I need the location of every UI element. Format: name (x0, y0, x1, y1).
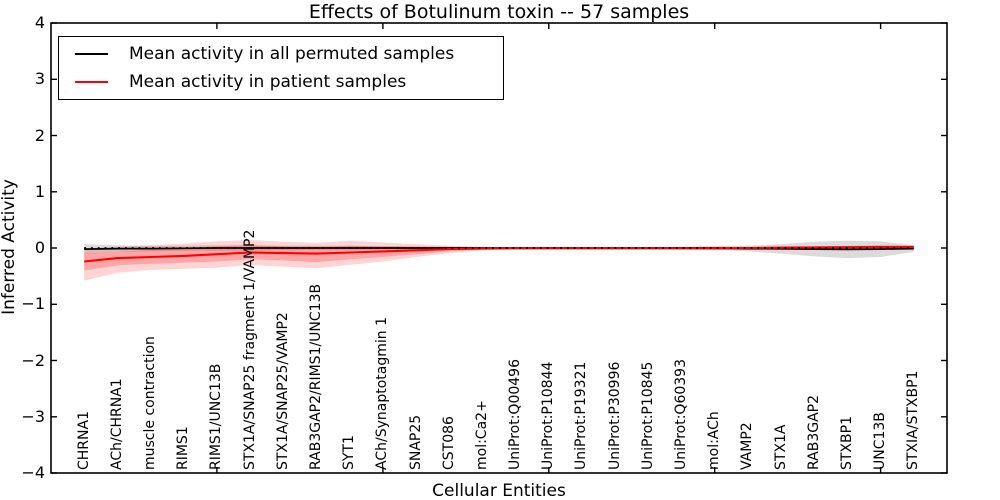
y-tick-label: 1 (34, 181, 45, 201)
y-tick-label: −3 (21, 406, 45, 426)
y-tick-label: 4 (34, 13, 45, 32)
y-tick-label: 2 (34, 125, 45, 145)
y-tick-label: −1 (21, 294, 45, 314)
x-tick-label: UniProt:P10845 (639, 361, 656, 470)
y-tick-label: −2 (21, 350, 45, 370)
x-tick-label: CST086 (440, 416, 457, 470)
legend-label-patient: Mean activity in patient samples (129, 71, 407, 92)
x-tick-label: STX1A/SNAP25 fragment 1/VAMP2 (241, 229, 258, 470)
x-axis-label: Cellular Entities (432, 481, 566, 500)
x-tick-label: UniProt:Q00496 (507, 359, 524, 470)
x-tick-label: UniProt:P10844 (540, 361, 557, 470)
x-tick-label: RAB3GAP2/RIMS1/UNC13B (307, 283, 324, 470)
x-tick-label: STXBP1 (838, 416, 855, 470)
x-tick-label: STXIA/STXBP1 (905, 370, 922, 470)
x-tick-label: VAMP2 (739, 422, 756, 470)
x-tick-label: RIMS1/UNC13B (208, 363, 225, 470)
x-tick-label: UniProt:Q60393 (673, 359, 690, 470)
x-tick-label: SNAP25 (407, 414, 424, 470)
x-tick-label: UniProt:P19321 (573, 361, 590, 470)
x-tick-label: mol:Ca2+ (473, 400, 490, 470)
x-tick-label: STX1A/SNAP25/VAMP2 (274, 312, 291, 470)
x-tick-label: mol:ACh (706, 411, 723, 470)
x-tick-label: UNC13B (872, 412, 889, 470)
legend: Mean activity in all permuted samples Me… (58, 36, 504, 100)
x-tick-label: RIMS1 (175, 426, 192, 470)
x-tick-label: ACh/Synaptotagmin 1 (374, 317, 391, 470)
x-tick-label: SYT1 (341, 435, 358, 470)
legend-line-patient-icon (75, 80, 108, 83)
y-tick-label: −4 (21, 463, 45, 482)
x-tick-label: UniProt:P30996 (606, 361, 623, 470)
chart-title: Effects of Botulinum toxin -- 57 samples (308, 1, 690, 23)
x-tick-label: muscle contraction (142, 336, 159, 470)
x-tick-label: CHRNA1 (75, 411, 92, 470)
x-tick-label: RAB3GAP2 (805, 394, 822, 470)
x-tick-label: ACh/CHRNA1 (108, 378, 125, 470)
y-tick-label: 3 (34, 69, 45, 89)
x-tick-label: STX1A (772, 424, 789, 470)
y-tick-label: 0 (34, 238, 45, 257)
legend-item-patient: Mean activity in patient samples (59, 72, 503, 92)
legend-line-permuted-icon (75, 53, 108, 56)
legend-item-permuted: Mean activity in all permuted samples (59, 44, 503, 64)
legend-label-permuted: Mean activity in all permuted samples (129, 44, 455, 65)
